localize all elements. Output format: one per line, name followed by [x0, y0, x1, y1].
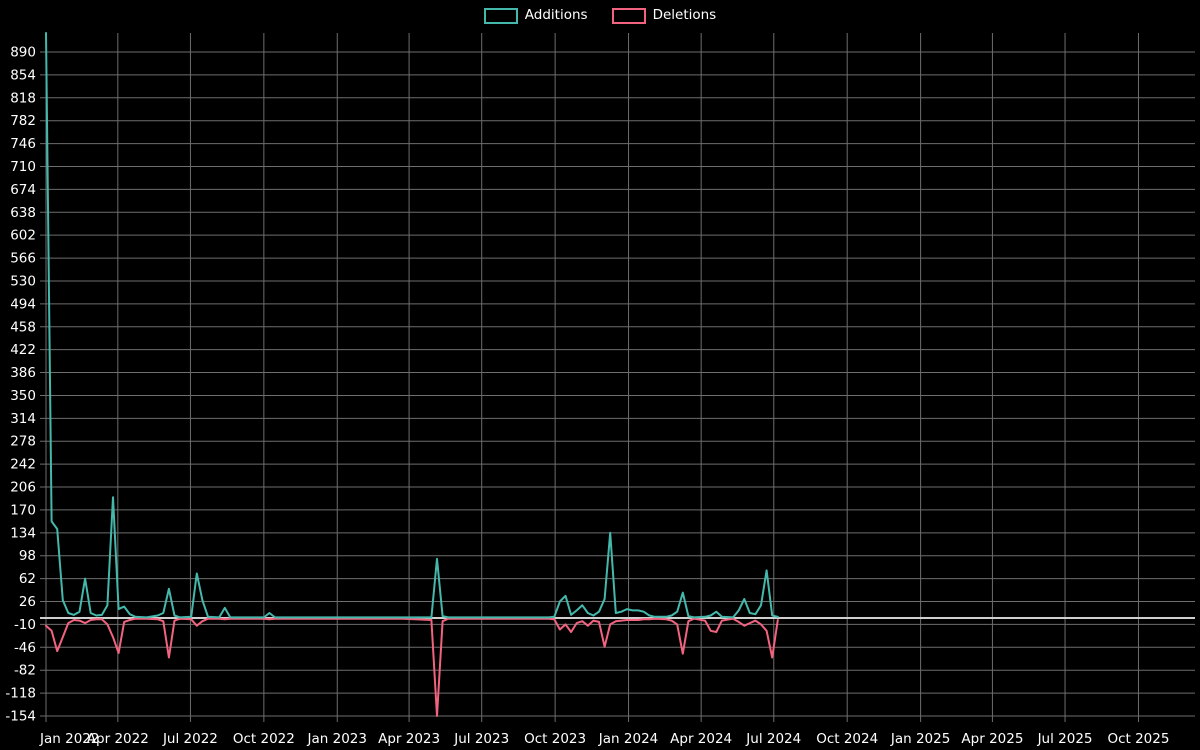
y-tick-label: 566	[10, 251, 36, 267]
y-tick-label: 746	[10, 136, 36, 152]
legend-item-additions[interactable]: Additions	[483, 7, 588, 24]
y-tick-label: 242	[10, 457, 36, 473]
x-tick-label: Jul 2022	[162, 731, 218, 747]
x-tick-label: Apr 2024	[670, 731, 732, 747]
x-tick-label: Oct 2024	[816, 731, 878, 747]
x-tick-label: Jul 2025	[1037, 731, 1093, 747]
x-tick-label: Apr 2023	[378, 731, 440, 747]
legend-item-deletions[interactable]: Deletions	[611, 7, 717, 24]
x-tick-label: Jan 2022	[39, 731, 99, 747]
y-tick-label: 26	[19, 594, 36, 610]
x-tick-label: Apr 2025	[961, 731, 1023, 747]
x-tick-label: Jul 2023	[453, 731, 509, 747]
grid	[40, 33, 1195, 722]
x-tick-label: Oct 2022	[233, 731, 295, 747]
additions-line	[45, 32, 779, 619]
y-tick-label: 818	[10, 90, 36, 106]
y-tick-label: 386	[10, 365, 36, 381]
y-tick-label: 638	[10, 205, 36, 221]
y-tick-label: 134	[10, 525, 36, 541]
y-tick-label: 530	[10, 273, 36, 289]
y-tick-label: 350	[10, 388, 36, 404]
y-tick-label: 314	[10, 411, 36, 427]
additions-swatch-icon	[483, 7, 518, 24]
y-tick-label: 206	[10, 480, 36, 496]
y-tick-label: 62	[19, 571, 36, 587]
x-tick-label: Jul 2024	[745, 731, 801, 747]
y-tick-label: 602	[10, 228, 36, 244]
y-tick-label: 674	[10, 182, 36, 198]
y-tick-label: -154	[5, 709, 36, 725]
x-tick-label: Jan 2025	[890, 731, 950, 747]
x-tick-label: Jan 2023	[307, 731, 367, 747]
x-tick-label: Oct 2025	[1107, 731, 1169, 747]
y-tick-label: -118	[5, 686, 36, 702]
y-tick-label: 494	[10, 296, 36, 312]
y-tick-label: -46	[14, 640, 36, 656]
y-tick-label: -82	[14, 663, 36, 679]
x-tick-label: Jan 2024	[598, 731, 658, 747]
y-tick-label: 422	[10, 342, 36, 358]
y-tick-label: 782	[10, 113, 36, 129]
y-tick-label: 458	[10, 319, 36, 335]
y-tick-label: 170	[10, 502, 36, 518]
legend: Additions Deletions	[0, 7, 1200, 24]
y-tick-label: 710	[10, 159, 36, 175]
x-tick-label: Oct 2023	[524, 731, 586, 747]
y-tick-label: 278	[10, 434, 36, 450]
y-tick-label: -10	[14, 617, 36, 633]
legend-label-additions: Additions	[524, 7, 588, 23]
deletions-line	[45, 617, 779, 717]
deletions-swatch-icon	[611, 7, 646, 24]
legend-label-deletions: Deletions	[652, 7, 717, 23]
y-tick-label: 98	[19, 548, 36, 564]
x-tick-label: Apr 2022	[87, 731, 149, 747]
y-tick-label: 890	[10, 45, 36, 61]
y-tick-label: 854	[10, 67, 36, 83]
y-axis-labels: 890 854 818 782 746 710 674 638 602 566 530 494 458 4…	[5, 45, 36, 725]
